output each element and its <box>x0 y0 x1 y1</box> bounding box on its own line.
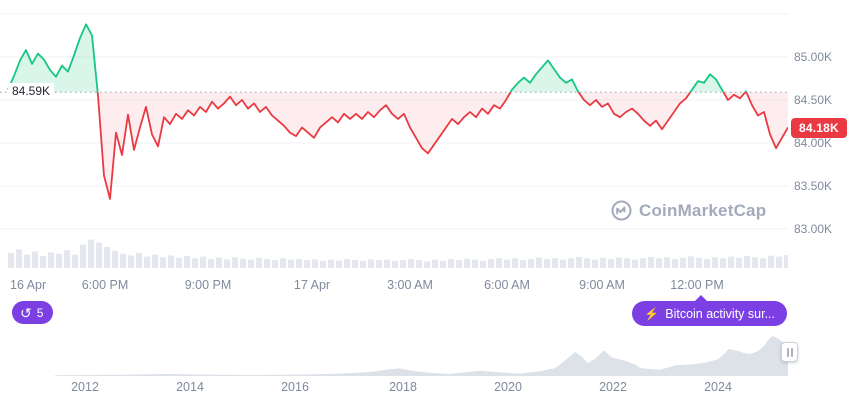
drag-handle-icon <box>786 347 789 357</box>
x-axis-label: 3:00 AM <box>387 278 433 292</box>
drag-handle-icon <box>790 347 793 357</box>
baseline-price-label: 84.59K <box>8 83 55 100</box>
bitcoin-activity-button[interactable]: ⚡ Bitcoin activity sur... <box>632 301 787 326</box>
navigator-year-label: 2024 <box>704 380 732 394</box>
y-axis-label: 83.50K <box>794 179 833 193</box>
coinmarketcap-watermark: CoinMarketCap <box>611 200 766 221</box>
x-axis-label: 9:00 PM <box>184 278 232 292</box>
x-axis-label: 12:00 PM <box>670 278 724 292</box>
y-axis-label: 85.00K <box>794 50 833 64</box>
y-axis-label: 84.50K <box>794 93 833 107</box>
x-axis-label: 17 Apr <box>293 278 331 292</box>
lightning-bolt-icon: ⚡ <box>644 306 660 321</box>
navigator-year-label: 2014 <box>176 380 204 394</box>
navigator-year-label: 2018 <box>389 380 417 394</box>
x-axis-label: 9:00 AM <box>579 278 625 292</box>
coinmarketcap-logo-icon <box>611 200 632 221</box>
navigator-year-label: 2022 <box>599 380 627 394</box>
tooltip-arrow <box>694 295 708 302</box>
navigator-resize-handle[interactable] <box>781 342 798 362</box>
current-price-badge: 84.18K <box>791 117 847 138</box>
price-chart[interactable] <box>0 0 788 272</box>
navigator-year-label: 2020 <box>494 380 522 394</box>
navigator-year-label: 2016 <box>281 380 309 394</box>
x-axis-label: 6:00 AM <box>484 278 530 292</box>
history-button[interactable]: ↺ 5 <box>12 301 54 324</box>
activity-label: Bitcoin activity sur... <box>665 306 775 321</box>
x-axis-label: 6:00 PM <box>81 278 129 292</box>
x-axis: 16 Apr 6:00 PM 9:00 PM 17 Apr 3:00 AM 6:00 AM… <box>0 278 788 294</box>
history-count: 5 <box>36 305 44 320</box>
timeline-navigator[interactable] <box>0 331 860 377</box>
history-clock-icon: ↺ <box>20 304 32 321</box>
navigator-year-labels: 2012 2014 2016 2018 2020 2022 2024 <box>0 380 860 396</box>
y-axis-label: 83.00K <box>794 222 833 236</box>
x-axis-label: 16 Apr <box>10 278 47 292</box>
watermark-text: CoinMarketCap <box>639 200 767 220</box>
y-axis-label: 84.00K <box>794 136 833 150</box>
navigator-year-label: 2012 <box>71 380 99 394</box>
